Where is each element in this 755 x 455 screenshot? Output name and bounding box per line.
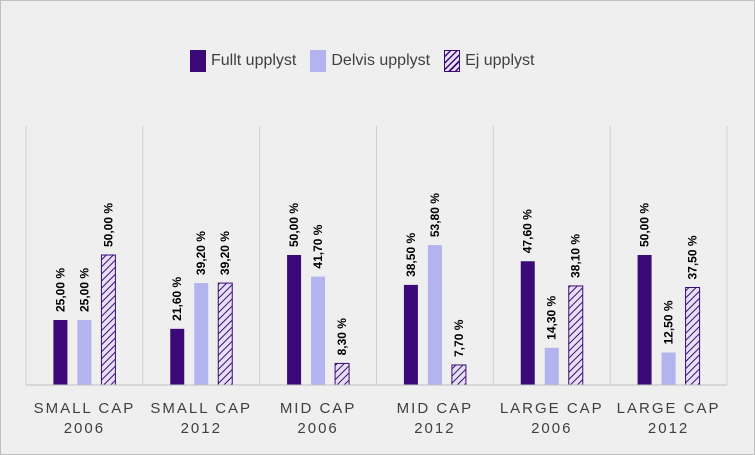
bar-delvis <box>427 245 442 385</box>
x-tick-label: SMALL CAP <box>150 400 252 417</box>
x-tick-label: 2006 <box>297 420 338 437</box>
x-tick-label: LARGE CAP <box>500 400 604 417</box>
data-label: 7,70 % <box>452 319 466 357</box>
data-label: 41,70 % <box>311 224 325 268</box>
bar-delvis <box>544 347 559 385</box>
x-tick-label: 2006 <box>64 420 105 437</box>
legend-swatch-ej <box>444 50 461 72</box>
data-label: 50,00 % <box>638 203 652 247</box>
x-tick-label: MID CAP <box>397 400 474 417</box>
x-tick-label: 2012 <box>181 420 222 437</box>
x-tick-label: 2012 <box>648 420 689 437</box>
bar-fullt <box>403 284 418 385</box>
legend-item-delvis: Delvis upplyst <box>310 50 430 72</box>
data-label: 39,20 % <box>218 231 232 275</box>
data-label: 14,30 % <box>545 295 559 339</box>
bar-ej <box>100 254 116 386</box>
data-label: 25,00 % <box>77 268 91 312</box>
data-label: 37,50 % <box>686 235 700 279</box>
bar-delvis <box>311 276 326 385</box>
bar-fullt <box>53 320 68 385</box>
legend-label-fullt: Fullt upplyst <box>211 52 297 69</box>
bar-delvis <box>77 320 92 385</box>
bar-ej <box>685 287 701 386</box>
x-tick-label: MID CAP <box>280 400 357 417</box>
bar-ej <box>568 285 584 386</box>
data-label: 50,00 % <box>101 203 115 247</box>
x-tick-label: LARGE CAP <box>617 400 721 417</box>
bar-ej <box>217 282 233 386</box>
bar-ej <box>451 364 467 386</box>
data-label: 38,50 % <box>404 233 418 277</box>
legend-label-ej: Ej upplyst <box>465 52 535 69</box>
bar-fullt <box>170 328 185 385</box>
x-tick-label: SMALL CAP <box>34 400 136 417</box>
data-label: 39,20 % <box>194 231 208 275</box>
x-tick-label: 2012 <box>414 420 455 437</box>
legend-label-delvis: Delvis upplyst <box>331 52 431 69</box>
data-label: 53,80 % <box>428 193 442 237</box>
legend-item-ej: Ej upplyst <box>444 50 534 72</box>
legend: Fullt upplyst Delvis upplyst Ej upplyst <box>190 50 534 72</box>
legend-swatch-delvis <box>310 50 327 72</box>
data-label: 12,50 % <box>662 300 676 344</box>
data-label: 8,30 % <box>335 318 349 356</box>
bar-ej <box>334 362 350 386</box>
data-label: 38,10 % <box>569 234 583 278</box>
data-label: 47,60 % <box>521 209 535 253</box>
x-tick-label: 2006 <box>531 420 572 437</box>
data-label: 25,00 % <box>53 268 67 312</box>
bar-fullt <box>287 255 302 385</box>
legend-swatch-fullt <box>190 50 206 72</box>
data-label: 50,00 % <box>287 203 301 247</box>
bar-fullt <box>637 255 652 385</box>
data-label: 21,60 % <box>170 276 184 320</box>
legend-item-fullt: Fullt upplyst <box>190 50 296 72</box>
bar-delvis <box>194 283 209 385</box>
bar-delvis <box>661 352 676 385</box>
bar-fullt <box>520 261 535 385</box>
